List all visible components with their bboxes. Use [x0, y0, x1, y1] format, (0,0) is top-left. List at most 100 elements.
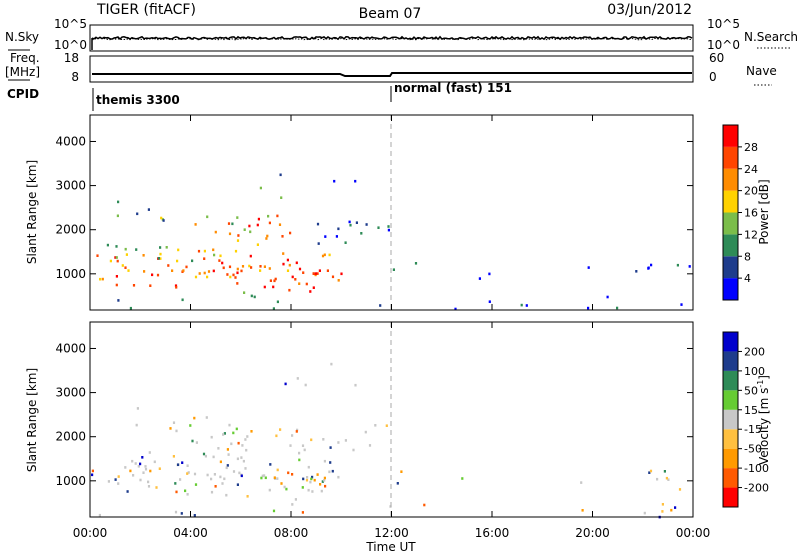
range-gate-cell — [285, 487, 288, 491]
range-gate-cell — [250, 266, 253, 269]
range-gate-cell — [330, 362, 333, 366]
cpid-entry-1: themis 3300 — [96, 93, 180, 107]
range-gate-cell — [237, 441, 240, 445]
range-gate-cell — [364, 430, 367, 434]
range-gate-cell — [212, 269, 215, 273]
x-tick-label: 20:00 — [575, 526, 610, 540]
colorbar-tick-label: 12 — [744, 228, 758, 241]
range-gate-cell — [203, 249, 206, 253]
colorbar-tick-label: 4 — [744, 272, 751, 285]
range-gate-cell — [354, 383, 357, 387]
velocity-colorbar-title-sup: -1 — [756, 380, 765, 388]
range-gate-cell — [227, 453, 230, 456]
colorbar-segment — [723, 125, 738, 147]
range-gate-cell — [276, 468, 279, 472]
range-gate-cell — [274, 277, 277, 281]
range-gate-cell — [303, 448, 306, 452]
range-gate-cell — [301, 511, 304, 514]
range-gate-cell — [176, 259, 179, 263]
range-gate-cell — [204, 454, 207, 458]
range-gate-cell — [329, 446, 332, 449]
range-gate-cell — [229, 275, 232, 279]
y-tick-label: 3000 — [55, 386, 86, 400]
range-gate-cell — [132, 474, 135, 477]
range-gate-cell — [348, 220, 351, 224]
range-gate-cell — [117, 482, 120, 485]
x-tick-label: 16:00 — [475, 526, 510, 540]
range-gate-cell — [175, 490, 178, 494]
range-gate-cell — [172, 455, 175, 458]
range-gate-cell — [379, 304, 382, 307]
range-gate-cell — [587, 306, 590, 310]
range-gate-cell — [306, 476, 309, 479]
nsearch-tick-bottom: 10^0 — [707, 38, 740, 52]
range-gate-cell — [272, 509, 276, 513]
range-gate-cell — [305, 478, 309, 482]
colorbar-tick-label: 24 — [744, 163, 758, 176]
range-gate-cell — [184, 489, 187, 493]
colorbar-tick-label: -200 — [744, 482, 769, 495]
range-gate-cell — [249, 230, 252, 234]
y-tick-label: 2000 — [55, 430, 86, 444]
range-gate-cell — [132, 284, 136, 287]
range-gate-cell — [676, 263, 679, 267]
x-tick-label: 00:00 — [676, 526, 711, 540]
range-gate-cell — [195, 441, 198, 444]
range-gate-cell — [219, 460, 222, 464]
freq-label: Freq. — [10, 51, 40, 65]
range-gate-cell — [228, 423, 231, 427]
range-gate-cell — [245, 448, 248, 452]
range-gate-cell — [234, 249, 238, 253]
range-gate-cell — [250, 430, 253, 433]
range-gate-cell — [175, 429, 178, 433]
range-gate-cell — [649, 469, 653, 473]
range-gate-cell — [109, 259, 112, 263]
range-gate-cell — [249, 254, 252, 258]
range-gate-cell — [160, 216, 163, 220]
date-title: 03/Jun/2012 — [607, 2, 692, 18]
range-gate-cell — [235, 427, 238, 431]
range-gate-cell — [291, 473, 294, 476]
range-gate-cell — [282, 262, 285, 266]
range-gate-cell — [114, 478, 117, 481]
colorbar-segment — [723, 190, 738, 213]
range-gate-cell — [137, 465, 140, 468]
range-gate-cell — [147, 485, 151, 488]
velocity-y-ticks: 1000 2000 3000 4000 — [55, 341, 693, 488]
range-gate-cell — [296, 428, 299, 432]
range-gate-cell — [240, 474, 243, 478]
range-gate-cell — [167, 264, 170, 267]
range-gate-cell — [289, 444, 292, 447]
range-gate-cell — [321, 254, 325, 258]
range-gate-cell — [194, 275, 198, 279]
range-gate-cell — [317, 242, 320, 245]
range-gate-cell — [241, 444, 244, 447]
range-gate-cell — [315, 272, 318, 275]
range-gate-cell — [181, 298, 184, 302]
range-gate-cell — [400, 470, 403, 473]
range-gate-cell — [115, 283, 118, 287]
range-gate-cell — [144, 465, 147, 468]
range-gate-cell — [606, 295, 609, 299]
range-gate-cell — [206, 215, 209, 219]
range-gate-cell — [202, 452, 206, 456]
range-gate-cell — [147, 480, 150, 484]
range-gate-cell — [179, 478, 182, 481]
range-gate-cell — [221, 261, 224, 265]
range-gate-cell — [181, 461, 184, 464]
range-gate-cell — [153, 460, 156, 464]
range-gate-cell — [323, 253, 326, 257]
radar-title: TIGER (fitACF) — [96, 2, 196, 18]
range-gate-cell — [267, 214, 270, 218]
range-gate-cell — [124, 247, 127, 251]
range-gate-cell — [279, 173, 282, 177]
range-gate-cell — [212, 455, 215, 459]
range-gate-cell — [314, 273, 317, 277]
range-gate-cell — [647, 266, 650, 270]
range-gate-cell — [284, 382, 287, 386]
range-gate-cell — [312, 272, 315, 275]
range-gate-cell — [272, 307, 275, 310]
range-gate-cell — [296, 377, 299, 380]
range-gate-cell — [307, 465, 310, 469]
power-heatmap — [96, 173, 691, 311]
